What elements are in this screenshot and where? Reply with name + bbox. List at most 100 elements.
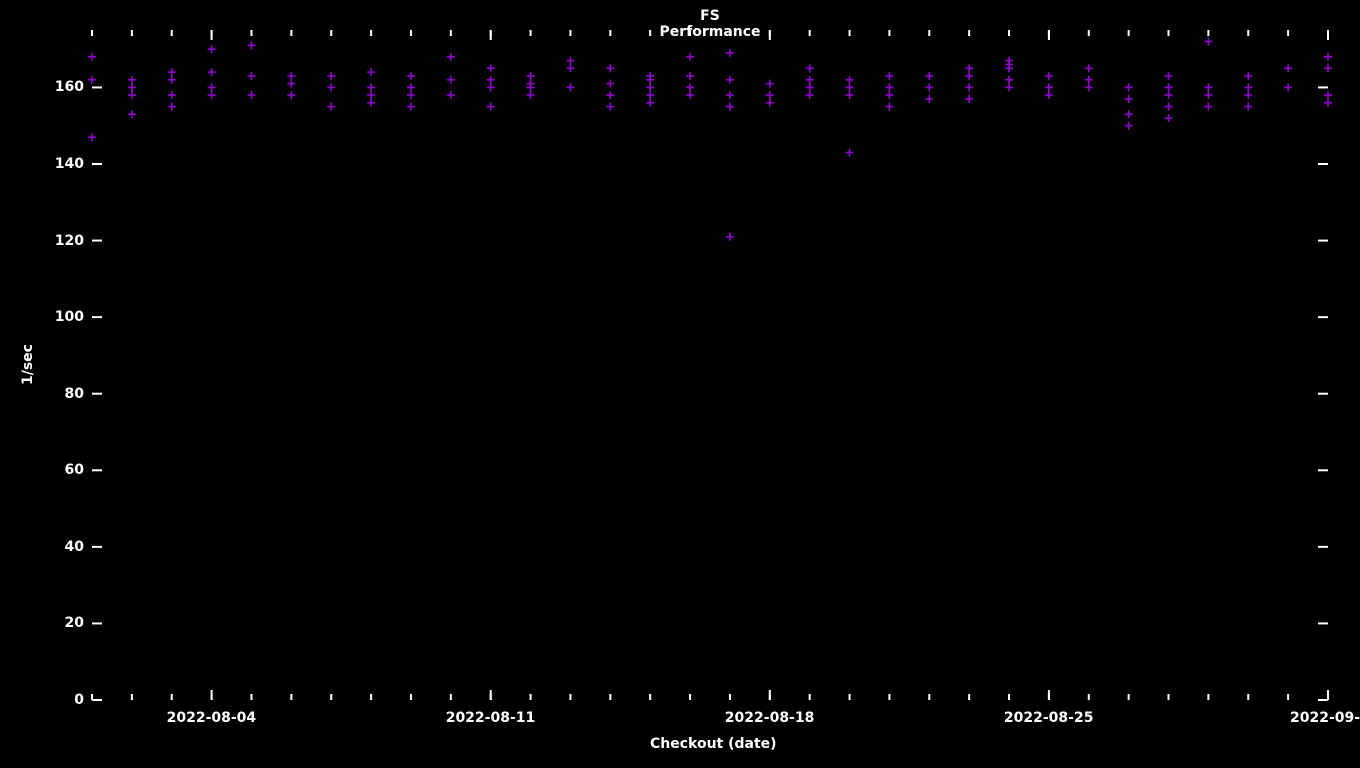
- data-point: [1085, 76, 1093, 84]
- x-tick-label: 2022-08-25: [1004, 710, 1094, 726]
- data-point: [766, 80, 774, 88]
- data-point: [1005, 57, 1013, 65]
- data-point: [1045, 91, 1053, 99]
- x-tick-label: 2022-08-18: [725, 710, 815, 726]
- data-point: [1125, 83, 1133, 91]
- data-point: [407, 91, 415, 99]
- data-point: [208, 45, 216, 53]
- data-point: [846, 83, 854, 91]
- data-point: [1125, 122, 1133, 130]
- data-point: [806, 76, 814, 84]
- data-point: [1204, 91, 1212, 99]
- data-point: [646, 91, 654, 99]
- data-point: [1005, 76, 1013, 84]
- data-point: [487, 76, 495, 84]
- y-tick-label: 60: [65, 462, 84, 478]
- data-point: [327, 83, 335, 91]
- data-point: [88, 53, 96, 61]
- data-point: [367, 68, 375, 76]
- data-point: [885, 91, 893, 99]
- data-point: [606, 64, 614, 72]
- data-point: [1165, 91, 1173, 99]
- data-point: [1125, 110, 1133, 118]
- data-point: [487, 83, 495, 91]
- data-point: [965, 95, 973, 103]
- y-tick-label: 120: [55, 233, 84, 249]
- data-point: [1244, 83, 1252, 91]
- data-point: [247, 91, 255, 99]
- data-point: [168, 103, 176, 111]
- data-point: [128, 83, 136, 91]
- data-point: [965, 83, 973, 91]
- data-point: [527, 91, 535, 99]
- data-point: [407, 72, 415, 80]
- data-point: [726, 76, 734, 84]
- data-point: [1244, 103, 1252, 111]
- data-point: [1045, 72, 1053, 80]
- data-point: [447, 91, 455, 99]
- data-point: [766, 91, 774, 99]
- data-point: [128, 91, 136, 99]
- data-point: [1324, 99, 1332, 107]
- data-point: [726, 103, 734, 111]
- data-point: [367, 83, 375, 91]
- data-point: [1324, 53, 1332, 61]
- data-point: [327, 103, 335, 111]
- data-point: [646, 99, 654, 107]
- data-point: [1165, 114, 1173, 122]
- data-point: [646, 83, 654, 91]
- data-point: [1284, 64, 1292, 72]
- data-point: [1204, 83, 1212, 91]
- data-point: [1005, 64, 1013, 72]
- data-point: [208, 83, 216, 91]
- y-tick-label: 100: [55, 309, 84, 325]
- data-point: [88, 76, 96, 84]
- data-point: [1125, 95, 1133, 103]
- data-point: [447, 76, 455, 84]
- data-point: [885, 103, 893, 111]
- data-point: [726, 233, 734, 241]
- data-point: [88, 133, 96, 141]
- data-point: [606, 103, 614, 111]
- data-point: [208, 68, 216, 76]
- data-point: [566, 64, 574, 72]
- data-point: [247, 72, 255, 80]
- data-point: [287, 91, 295, 99]
- data-point: [1085, 64, 1093, 72]
- data-point: [806, 64, 814, 72]
- data-point: [1324, 64, 1332, 72]
- data-point: [168, 76, 176, 84]
- data-point: [925, 72, 933, 80]
- data-point: [487, 64, 495, 72]
- data-point: [766, 99, 774, 107]
- y-tick-label: 40: [65, 539, 84, 555]
- data-point: [885, 72, 893, 80]
- data-point: [1085, 83, 1093, 91]
- data-point: [168, 68, 176, 76]
- data-point: [1204, 37, 1212, 45]
- data-point: [1204, 103, 1212, 111]
- data-point: [1284, 83, 1292, 91]
- data-point: [327, 72, 335, 80]
- data-point: [726, 91, 734, 99]
- data-point: [885, 83, 893, 91]
- data-point: [447, 53, 455, 61]
- data-point: [686, 91, 694, 99]
- y-tick-label: 80: [65, 386, 84, 402]
- data-point: [128, 76, 136, 84]
- data-point: [606, 80, 614, 88]
- x-tick-label: 2022-09-01: [1290, 710, 1360, 726]
- fs-performance-chart: FS Performance 1/sec Checkout (date) 020…: [0, 0, 1360, 768]
- data-point: [367, 91, 375, 99]
- data-point: [1045, 83, 1053, 91]
- data-point: [846, 91, 854, 99]
- x-tick-label: 2022-08-04: [167, 710, 257, 726]
- y-tick-label: 20: [65, 615, 84, 631]
- data-point: [527, 72, 535, 80]
- data-point: [527, 83, 535, 91]
- data-point: [566, 57, 574, 65]
- data-point: [1005, 83, 1013, 91]
- y-tick-label: 160: [55, 79, 84, 95]
- data-point: [1165, 83, 1173, 91]
- data-point: [1244, 91, 1252, 99]
